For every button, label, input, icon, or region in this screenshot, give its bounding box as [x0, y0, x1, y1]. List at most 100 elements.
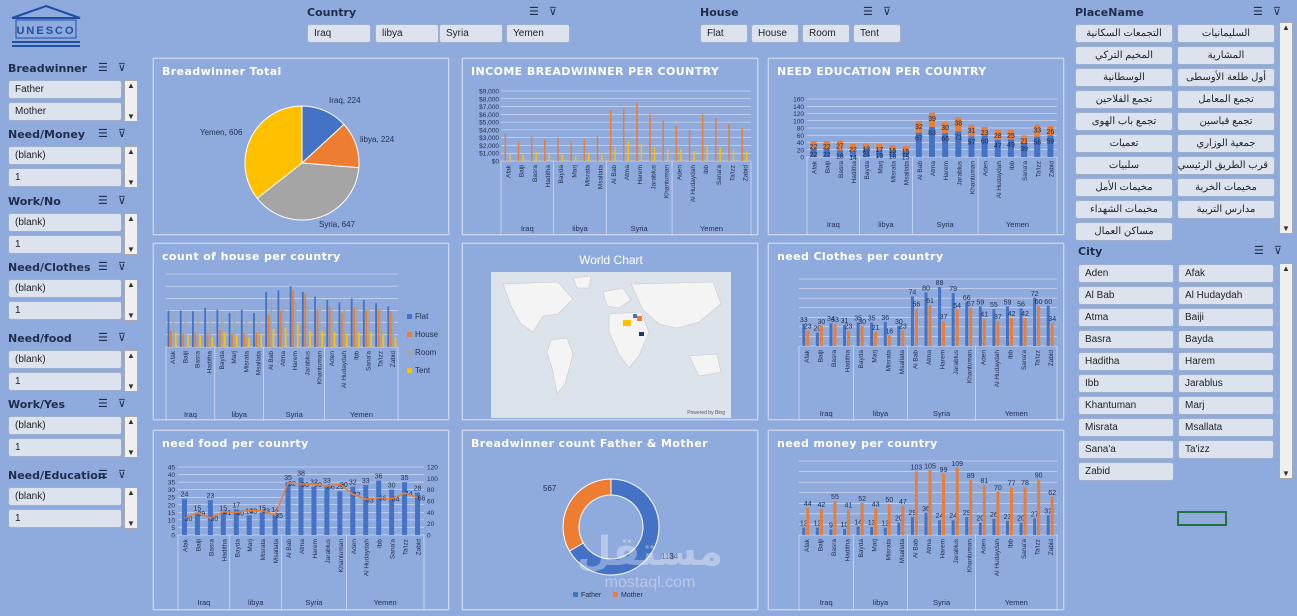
multi-select-icon[interactable]: ☰ — [529, 6, 539, 18]
bar — [942, 321, 946, 346]
city-item[interactable]: Khantuman — [1078, 396, 1174, 415]
clear-filter-icon[interactable]: ⊽ — [1272, 6, 1281, 18]
slicer-item[interactable]: Father — [8, 80, 122, 99]
slicer-item[interactable]: 1 — [8, 168, 122, 187]
city-item[interactable]: Bayda — [1178, 330, 1274, 349]
multi-select-icon[interactable]: ☰ — [98, 62, 108, 74]
slicer-item[interactable]: (blank) — [8, 213, 122, 232]
multi-select-icon[interactable]: ☰ — [98, 332, 108, 344]
country-item[interactable]: Yemen — [506, 24, 570, 43]
clear-filter-icon[interactable]: ⊽ — [117, 62, 126, 74]
placename-item[interactable]: المخيم التركي — [1075, 46, 1173, 65]
placename-item[interactable]: مدارس التربية — [1177, 200, 1275, 219]
city-item[interactable]: Ta'izz — [1178, 440, 1274, 459]
placename-item[interactable]: التجمعات السكانية — [1075, 24, 1173, 43]
placename-item[interactable]: مساكن العمال — [1075, 222, 1173, 241]
slicer-item[interactable]: Mother — [8, 102, 122, 121]
legend-label: Mother — [621, 592, 643, 599]
house-item[interactable]: Room — [802, 24, 850, 43]
x-tick-label: Haditha — [207, 351, 214, 374]
selected-cell[interactable] — [1177, 511, 1227, 526]
city-item[interactable]: Al Bab — [1078, 286, 1174, 305]
data-label: 66 — [941, 136, 949, 143]
placename-item[interactable]: تجمع قباسين — [1177, 112, 1275, 131]
slicer-item[interactable]: 1 — [8, 301, 122, 320]
data-label: 17 — [875, 147, 883, 154]
slicer-scrollbar[interactable]: ▲ ▼ — [124, 279, 138, 321]
multi-select-icon[interactable]: ☰ — [863, 6, 873, 18]
placename-item[interactable]: قرب الطريق الرئيسي — [1177, 156, 1275, 175]
clear-filter-icon[interactable]: ⊽ — [117, 261, 126, 273]
city-item[interactable]: Jarablus — [1178, 374, 1274, 393]
slicer-item[interactable]: (blank) — [8, 416, 122, 435]
placename-item[interactable]: تعميات — [1075, 134, 1173, 153]
placename-item[interactable]: مخيمات الشهداء — [1075, 200, 1173, 219]
placename-item[interactable]: تجمع الفلاحين — [1075, 90, 1173, 109]
placename-item[interactable]: السليمانيات — [1177, 24, 1275, 43]
city-item[interactable]: Baiji — [1178, 308, 1274, 327]
clear-filter-icon[interactable]: ⊽ — [117, 332, 126, 344]
city-scrollbar[interactable]: ▲ ▼ — [1279, 263, 1293, 479]
city-item[interactable]: Harem — [1178, 352, 1274, 371]
slicer-item[interactable]: 1 — [8, 372, 122, 391]
slicer-item[interactable]: 1 — [8, 235, 122, 254]
house-item[interactable]: House — [751, 24, 799, 43]
placename-item[interactable]: مخيمات الأمل — [1075, 178, 1173, 197]
clear-filter-icon[interactable]: ⊽ — [1273, 245, 1282, 257]
slicer-item[interactable]: (blank) — [8, 279, 122, 298]
slicer-scrollbar[interactable]: ▲ ▼ — [124, 416, 138, 458]
slicer-item[interactable]: 1 — [8, 438, 122, 457]
clear-filter-icon[interactable]: ⊽ — [117, 195, 126, 207]
city-item[interactable]: Misrata — [1078, 418, 1174, 437]
multi-select-icon[interactable]: ☰ — [98, 261, 108, 273]
slicer-scrollbar[interactable]: ▲ ▼ — [124, 146, 138, 188]
multi-select-icon[interactable]: ☰ — [1254, 245, 1264, 257]
city-item[interactable]: Ibb — [1078, 374, 1174, 393]
slicer-item[interactable]: 1 — [8, 509, 122, 528]
city-item[interactable]: Sana'a — [1078, 440, 1174, 459]
placename-scrollbar[interactable]: ▲ ▼ — [1279, 22, 1293, 234]
city-item[interactable]: Afak — [1178, 264, 1274, 283]
placename-item[interactable]: المشارية — [1177, 46, 1275, 65]
clear-filter-icon[interactable]: ⊽ — [548, 6, 557, 18]
slicer-scrollbar[interactable]: ▲ ▼ — [124, 80, 138, 122]
country-item[interactable]: Iraq — [307, 24, 371, 43]
house-item[interactable]: Tent — [853, 24, 901, 43]
x-tick-label: Aden — [980, 539, 987, 555]
placename-item[interactable]: تجمع باب الهوى — [1075, 112, 1173, 131]
slicer-title: Need/Education — [8, 469, 106, 482]
clear-filter-icon[interactable]: ⊽ — [882, 6, 891, 18]
country-item[interactable]: libya — [375, 24, 439, 43]
placename-item[interactable]: مخيمات الخربة — [1177, 178, 1275, 197]
city-item[interactable]: Atma — [1078, 308, 1174, 327]
bar — [897, 522, 901, 535]
slicer-item[interactable]: (blank) — [8, 487, 122, 506]
multi-select-icon[interactable]: ☰ — [98, 128, 108, 140]
multi-select-icon[interactable]: ☰ — [98, 469, 108, 481]
country-item[interactable]: Syria — [439, 24, 503, 43]
city-item[interactable]: Aden — [1078, 264, 1174, 283]
placename-item[interactable]: سلبيات — [1075, 156, 1173, 175]
city-item[interactable]: Msallata — [1178, 418, 1274, 437]
multi-select-icon[interactable]: ☰ — [98, 398, 108, 410]
placename-item[interactable]: تجمع المعامل — [1177, 90, 1275, 109]
house-item[interactable]: Flat — [700, 24, 748, 43]
placename-item[interactable]: جمعية الوزاري — [1177, 134, 1275, 153]
clear-filter-icon[interactable]: ⊽ — [117, 398, 126, 410]
multi-select-icon[interactable]: ☰ — [1253, 6, 1263, 18]
city-item[interactable]: Haditha — [1078, 352, 1174, 371]
city-item[interactable]: Zabid — [1078, 462, 1174, 481]
slicer-scrollbar[interactable]: ▲ ▼ — [124, 350, 138, 392]
city-item[interactable]: Al Hudaydah — [1178, 286, 1274, 305]
clear-filter-icon[interactable]: ⊽ — [117, 128, 126, 140]
slicer-item[interactable]: (blank) — [8, 350, 122, 369]
placename-item[interactable]: أول طلعة الأوسطى — [1177, 68, 1275, 87]
city-item[interactable]: Marj — [1178, 396, 1274, 415]
slicer-scrollbar[interactable]: ▲ ▼ — [124, 487, 138, 529]
slicer-scrollbar[interactable]: ▲ ▼ — [124, 213, 138, 255]
clear-filter-icon[interactable]: ⊽ — [117, 469, 126, 481]
city-item[interactable]: Basra — [1078, 330, 1174, 349]
slicer-item[interactable]: (blank) — [8, 146, 122, 165]
placename-item[interactable]: الوسطانية — [1075, 68, 1173, 87]
multi-select-icon[interactable]: ☰ — [98, 195, 108, 207]
